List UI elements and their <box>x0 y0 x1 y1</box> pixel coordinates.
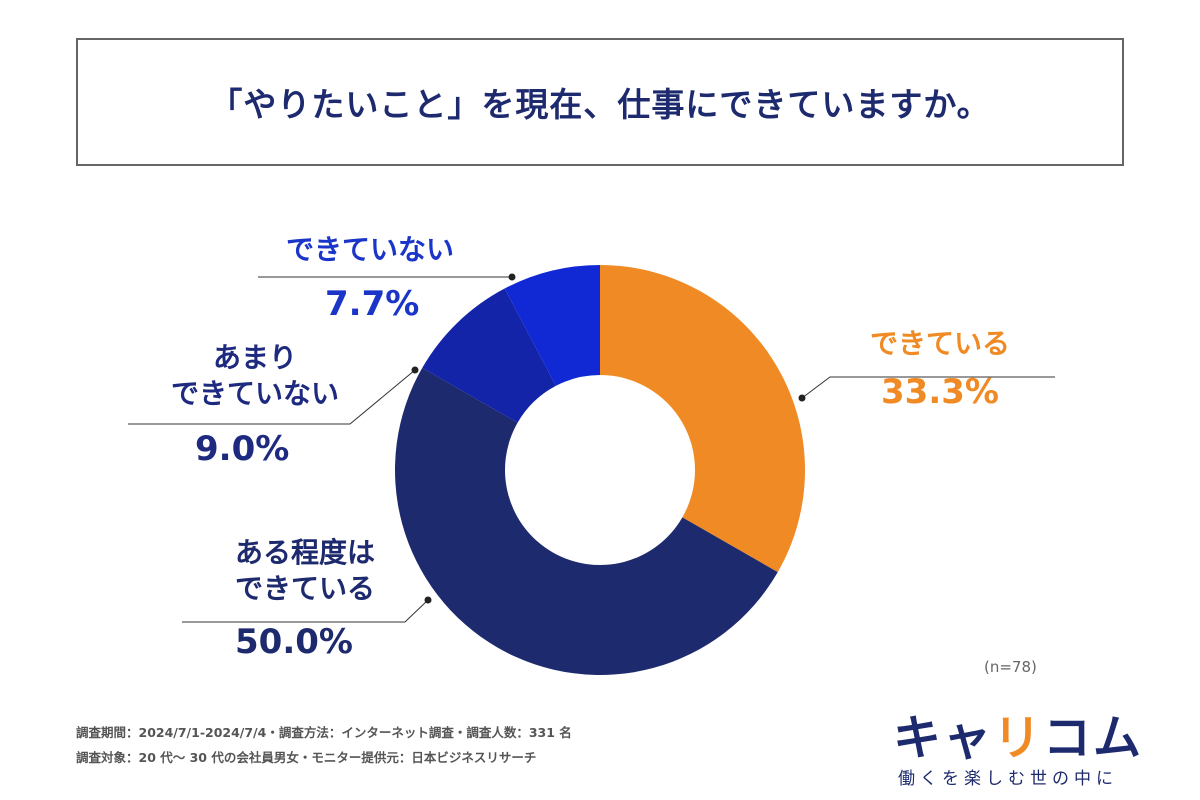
label-aruteido: ある程度は できている 50.0% <box>190 535 420 664</box>
slice-label: できていない <box>285 233 454 266</box>
sample-size: (n=78) <box>984 658 1037 676</box>
footer-line-2: 調査対象：20 代〜 30 代の会社員男女・モニター提供元：日本ビジネスリサーチ <box>76 750 537 765</box>
donut-slice <box>395 367 778 675</box>
title-box: 「やりたいこと」を現在、仕事にできていますか。 <box>76 38 1124 166</box>
slice-label: できている <box>234 572 375 606</box>
slice-value: 7.7% <box>325 284 420 325</box>
slice-value: 33.3% <box>881 372 999 413</box>
chart-title: 「やりたいこと」を現在、仕事にできていますか。 <box>209 85 991 124</box>
slice-label: できていない <box>170 377 339 411</box>
leader-line-amari <box>128 369 416 425</box>
leader-line-dekiteiru <box>801 376 1055 399</box>
logo: キャリコム <box>893 710 1144 766</box>
slice-value: 9.0% <box>195 428 290 469</box>
donut-slice <box>504 265 600 386</box>
leader-dot <box>508 273 516 281</box>
slice-value: 50.0% <box>235 621 353 662</box>
footer-line-1: 調査期間：2024/7/1-2024/7/4・調査方法：インターネット調査・調査… <box>76 725 572 740</box>
leader-dot <box>411 366 419 374</box>
slice-label: あまり <box>212 341 297 374</box>
logo-tagline: 働くを楽しむ世の中に <box>898 769 1118 789</box>
donut-slice <box>600 265 805 573</box>
leader-lines <box>128 276 1055 623</box>
label-dekiteinai: できていない 7.7% <box>265 232 475 327</box>
leader-dot <box>424 596 432 604</box>
label-dekiteiru: できている 33.3% <box>840 326 1040 415</box>
slice-label: できている <box>869 327 1010 360</box>
donut-slice <box>422 288 556 423</box>
label-amari: あまり できていない 9.0% <box>140 340 370 471</box>
leader-line-aruteido <box>182 599 429 623</box>
slice-label: ある程度は <box>234 536 375 569</box>
leader-dot <box>798 394 806 402</box>
